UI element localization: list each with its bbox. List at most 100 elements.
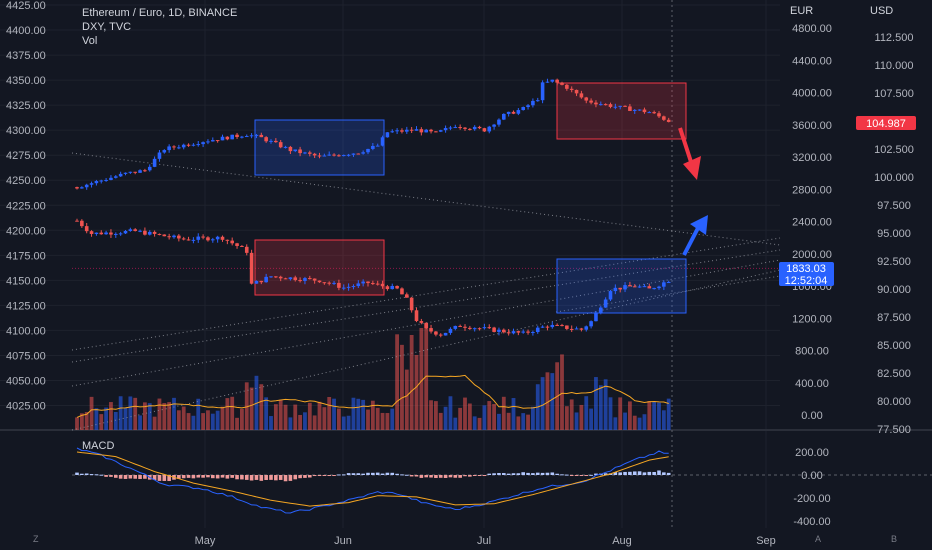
candle xyxy=(443,332,448,336)
candle xyxy=(468,128,472,130)
candle xyxy=(511,111,516,114)
macd-histogram-bar xyxy=(463,475,467,477)
candle xyxy=(594,312,598,322)
candle xyxy=(99,180,104,182)
candle xyxy=(356,283,361,287)
macd-histogram-bar xyxy=(472,475,477,476)
volume-bar xyxy=(613,417,618,430)
candle xyxy=(157,233,162,235)
volume-bar xyxy=(143,402,147,430)
candle xyxy=(628,285,632,287)
eth-blue-box xyxy=(556,258,687,314)
volume-bar xyxy=(84,412,89,430)
candle xyxy=(380,137,385,146)
candle xyxy=(613,287,618,292)
usd-axis-tick: 110.000 xyxy=(875,60,914,72)
candle xyxy=(298,149,302,154)
candle xyxy=(80,220,84,227)
macd-axis-tick: -400.00 xyxy=(793,516,830,528)
macd-histogram-bar xyxy=(535,472,540,475)
macd-axis-tick: -200.00 xyxy=(793,493,830,505)
candle xyxy=(400,288,404,295)
candle xyxy=(94,232,99,234)
macd-histogram-bar xyxy=(434,475,438,479)
volume-bar xyxy=(477,417,482,430)
candle xyxy=(662,282,666,287)
timezone-button[interactable]: Z xyxy=(33,534,39,544)
candle xyxy=(594,102,598,105)
macd-histogram-bar xyxy=(371,472,375,475)
candle xyxy=(526,331,530,333)
grid xyxy=(0,0,932,528)
candle xyxy=(346,154,351,156)
volume-bar xyxy=(569,399,574,430)
usd-axis-tick: 95.000 xyxy=(877,228,911,240)
candle xyxy=(147,166,152,171)
macd-histogram-bar xyxy=(502,473,506,475)
candle xyxy=(298,280,302,282)
candle xyxy=(186,144,191,146)
macd-histogram-bar xyxy=(666,472,671,475)
candle xyxy=(409,297,414,311)
macd-histogram-bar xyxy=(448,475,453,478)
symbol-title[interactable]: Ethereum / Euro, 1D, BINANCE xyxy=(82,7,238,19)
candle xyxy=(230,240,234,244)
candle xyxy=(574,89,579,94)
candle xyxy=(526,105,530,108)
candle xyxy=(196,236,201,240)
volume-bar xyxy=(531,406,535,430)
candle xyxy=(599,307,603,313)
volume-bar xyxy=(244,382,249,430)
volume-label[interactable]: Vol xyxy=(82,35,98,47)
candle xyxy=(327,154,331,156)
volume-bar xyxy=(109,402,113,430)
volume-bar xyxy=(172,397,176,430)
macd-histogram-bar xyxy=(288,475,293,481)
candle xyxy=(147,231,152,235)
volume-bar xyxy=(497,413,501,430)
usd-axis-header: USD xyxy=(870,5,893,17)
candle xyxy=(249,135,254,137)
dxy-red-box xyxy=(556,82,687,140)
candle xyxy=(322,282,327,284)
volume-bar xyxy=(278,399,283,430)
left-axis-tick: 4050.00 xyxy=(6,375,46,387)
volume-bar xyxy=(560,354,564,430)
candle xyxy=(332,282,336,284)
macd-histogram-bar xyxy=(322,475,327,476)
candle xyxy=(521,107,525,111)
volume-bar xyxy=(162,403,167,430)
x-axis-tick: May xyxy=(195,535,216,547)
volume-bar xyxy=(196,398,201,430)
volume-bar xyxy=(138,415,142,430)
volume-bar xyxy=(186,413,191,430)
macd-axis-tick: 200.00 xyxy=(795,447,829,459)
candle xyxy=(138,170,142,173)
candle xyxy=(618,105,622,107)
candle xyxy=(157,152,162,159)
x-axis-tick: Aug xyxy=(612,535,632,547)
macd-label[interactable]: MACD xyxy=(82,440,115,452)
usd-axis-tick: 97.500 xyxy=(877,200,911,212)
candle xyxy=(414,310,419,322)
candle xyxy=(259,280,264,283)
candle xyxy=(172,235,176,238)
auto-scale-button[interactable]: A xyxy=(815,534,822,544)
log-scale-button[interactable]: B xyxy=(891,534,898,544)
candle xyxy=(506,111,511,114)
usd-axis-tick: 77.500 xyxy=(877,424,911,436)
volume-bar xyxy=(264,397,269,430)
left-axis-tick: 4425.00 xyxy=(6,0,46,12)
macd-histogram-bar xyxy=(341,474,346,476)
volume-bar xyxy=(632,415,637,430)
overlay-symbol[interactable]: DXY, TVC xyxy=(82,21,132,33)
macd-histogram-bar xyxy=(123,475,128,479)
volume-bar xyxy=(94,408,99,430)
macd-histogram-bar xyxy=(385,472,390,475)
candle xyxy=(133,229,137,231)
left-axis-tick: 4125.00 xyxy=(6,300,46,312)
volume-bar xyxy=(147,403,152,430)
candle xyxy=(560,82,564,85)
candle xyxy=(390,131,395,133)
